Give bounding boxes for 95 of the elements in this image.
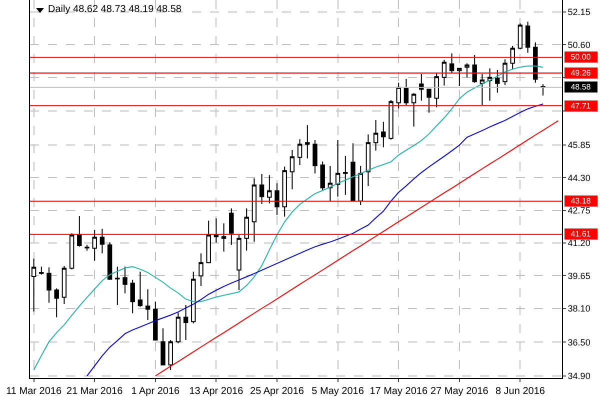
candlestick	[100, 228, 105, 254]
y-tick-label: 39.65	[568, 270, 590, 281]
candlestick	[115, 266, 120, 306]
candlestick	[267, 174, 272, 204]
line-series	[86, 103, 544, 376]
candlestick	[130, 279, 135, 314]
x-tick-label: 1 Apr 2016	[131, 386, 180, 397]
candlestick	[442, 59, 447, 86]
candlestick	[62, 265, 67, 304]
candlestick	[160, 328, 166, 366]
candlestick	[107, 242, 112, 280]
y-tick-label: 41.20	[568, 238, 590, 248]
candlestick	[122, 266, 128, 294]
x-tick-label: 25 Apr 2016	[250, 386, 304, 397]
ref-line-label: 47.71	[570, 102, 592, 110]
candlestick	[449, 52, 454, 74]
candlestick	[274, 182, 280, 216]
candlestick	[404, 78, 409, 106]
candlestick	[153, 301, 158, 342]
candlestick	[39, 266, 44, 276]
candlestick	[533, 42, 538, 84]
candlestick	[502, 58, 508, 86]
candlestick	[487, 68, 492, 102]
candlestick	[252, 178, 257, 242]
candlestick	[206, 220, 211, 264]
candlestick	[221, 222, 226, 252]
candlestick	[419, 74, 424, 102]
candlestick	[54, 288, 59, 318]
candlestick	[236, 234, 242, 291]
candlestick	[145, 288, 150, 320]
candlestick	[472, 54, 477, 84]
candlestick	[229, 208, 234, 246]
x-tick-label: 8 Jun 2016	[495, 386, 546, 397]
y-tick-label: 34.90	[568, 371, 590, 382]
candlestick	[290, 149, 295, 190]
candlestick	[426, 88, 432, 114]
candlestick	[510, 45, 515, 70]
candlestick	[366, 134, 371, 187]
candlestick	[373, 120, 378, 152]
candlestick	[464, 62, 470, 78]
candlestick	[46, 266, 52, 304]
candlestick	[191, 271, 196, 324]
candlestick	[176, 312, 181, 344]
candlestick	[350, 142, 356, 202]
candlestick	[84, 244, 90, 252]
candlestick	[518, 22, 523, 50]
ref-line-label: 43.18	[570, 196, 592, 206]
x-tick-label: 5 May 2016	[312, 386, 364, 397]
x-tick-label: 17 May 2016	[370, 386, 428, 397]
candlestick	[69, 232, 74, 270]
candlestick	[138, 271, 143, 308]
y-tick-label: 44.30	[568, 172, 590, 183]
y-tick-label: 36.50	[568, 337, 590, 348]
candlestick	[259, 174, 264, 204]
candlestick	[297, 138, 302, 166]
y-tick-label: 45.85	[568, 140, 590, 150]
y-tick-label: 38.10	[568, 304, 590, 314]
candlestick	[457, 68, 462, 87]
candlestick	[434, 72, 439, 108]
candlestick	[335, 140, 340, 198]
y-tick-label: 42.75	[568, 205, 590, 216]
candlestick	[495, 70, 500, 94]
candlestick	[244, 208, 249, 252]
candlestick	[305, 124, 310, 159]
ref-line-label: 48.58	[570, 82, 592, 92]
line-series	[33, 66, 544, 370]
x-tick-label: 27 May 2016	[430, 386, 489, 397]
candlestick	[396, 82, 401, 109]
candlestick	[312, 140, 318, 174]
candlestick	[282, 166, 287, 218]
x-tick-label: 13 Apr 2016	[189, 386, 244, 397]
ref-line-label: 50.00	[570, 52, 592, 62]
candlestick	[388, 99, 394, 140]
ref-line-label: 49.26	[570, 68, 592, 78]
candlestick	[214, 218, 219, 244]
ref-line-label: 41.61	[570, 230, 592, 238]
y-tick-label: 50.60	[568, 40, 590, 50]
x-tick-label: 11 Mar 2016	[6, 386, 62, 397]
x-tick-label: 21 Mar 2016	[66, 386, 124, 397]
candlestick	[540, 84, 546, 96]
candlestick	[328, 166, 333, 202]
candlestick	[411, 92, 416, 128]
candlestick	[480, 74, 485, 106]
candlestick	[168, 340, 173, 370]
candlestick	[92, 229, 97, 262]
candlestick	[343, 155, 348, 196]
chart-title: Daily 48.62 48.73 48.19 48.58	[48, 4, 182, 15]
candlestick	[183, 304, 188, 341]
candlestick	[525, 21, 530, 54]
candlestick	[358, 166, 363, 206]
candlestick	[381, 121, 386, 148]
candlestick	[320, 161, 325, 191]
candlestick	[77, 216, 82, 248]
y-tick-label: 52.15	[568, 7, 590, 18]
candlestick	[198, 252, 204, 287]
